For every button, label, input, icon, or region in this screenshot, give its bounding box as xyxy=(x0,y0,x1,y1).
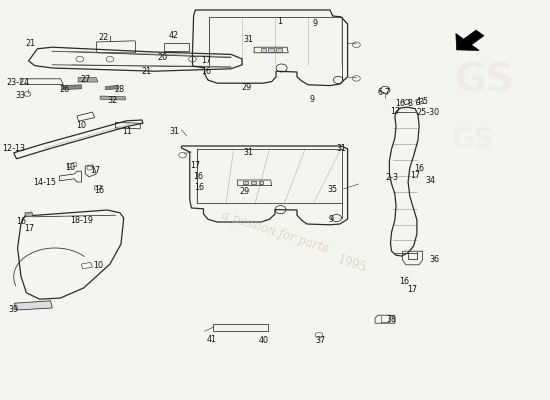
Polygon shape xyxy=(14,301,52,310)
Text: GS: GS xyxy=(452,126,494,154)
Text: 17: 17 xyxy=(90,166,100,175)
Text: 31: 31 xyxy=(244,36,254,44)
Polygon shape xyxy=(25,212,33,217)
Text: 14-15: 14-15 xyxy=(34,178,57,187)
Text: 10: 10 xyxy=(76,122,86,130)
Text: 38: 38 xyxy=(387,316,397,324)
Text: 16: 16 xyxy=(94,186,104,195)
Text: 17: 17 xyxy=(410,172,420,180)
Text: 12-13: 12-13 xyxy=(2,144,25,153)
Text: 26: 26 xyxy=(60,86,70,94)
Text: GS: GS xyxy=(454,61,514,99)
Polygon shape xyxy=(243,181,248,184)
Polygon shape xyxy=(106,86,118,90)
Polygon shape xyxy=(276,48,282,52)
Text: 31: 31 xyxy=(244,148,254,157)
Polygon shape xyxy=(62,85,81,90)
Text: 40: 40 xyxy=(259,336,269,345)
Text: 16: 16 xyxy=(194,184,204,192)
Text: 10: 10 xyxy=(93,261,103,270)
Text: 27: 27 xyxy=(80,76,90,84)
Polygon shape xyxy=(78,78,98,82)
Text: 29: 29 xyxy=(241,84,251,92)
Text: 34: 34 xyxy=(425,176,435,185)
Polygon shape xyxy=(261,48,266,52)
Text: 2-3: 2-3 xyxy=(385,174,398,182)
Polygon shape xyxy=(251,181,256,184)
Text: 17: 17 xyxy=(408,286,417,294)
Text: 23-24: 23-24 xyxy=(6,78,29,87)
Text: 32: 32 xyxy=(108,96,118,105)
Text: 35: 35 xyxy=(328,186,338,194)
Text: 1995: 1995 xyxy=(336,253,368,275)
Text: 37: 37 xyxy=(316,336,326,345)
Text: 17: 17 xyxy=(390,108,400,116)
Text: 16: 16 xyxy=(399,278,409,286)
Text: 16: 16 xyxy=(395,100,405,108)
Text: 16: 16 xyxy=(414,164,424,173)
Text: 9: 9 xyxy=(310,95,315,104)
Text: 31: 31 xyxy=(336,144,346,153)
Text: 18-19: 18-19 xyxy=(70,216,93,225)
Text: 21: 21 xyxy=(25,40,35,48)
Text: 21: 21 xyxy=(141,68,151,76)
Text: 22: 22 xyxy=(98,34,108,42)
Text: 8: 8 xyxy=(407,100,412,108)
Text: 33: 33 xyxy=(16,91,26,100)
Text: 11: 11 xyxy=(123,127,133,136)
Polygon shape xyxy=(456,30,484,50)
Text: 41: 41 xyxy=(207,336,217,344)
Polygon shape xyxy=(268,48,274,52)
Polygon shape xyxy=(100,96,125,100)
Text: 17: 17 xyxy=(190,162,200,170)
Text: 17: 17 xyxy=(201,56,211,65)
Text: 1: 1 xyxy=(277,18,282,26)
Text: 42: 42 xyxy=(169,32,179,40)
Text: 36: 36 xyxy=(430,255,439,264)
Text: a passion for parts: a passion for parts xyxy=(220,209,330,255)
Text: 16: 16 xyxy=(193,172,203,181)
Text: 4-5: 4-5 xyxy=(416,98,429,106)
Text: 9: 9 xyxy=(312,20,317,28)
Text: 16: 16 xyxy=(201,68,211,76)
Text: 17: 17 xyxy=(24,224,34,233)
Text: 20: 20 xyxy=(157,54,167,62)
Text: 25-30: 25-30 xyxy=(416,108,439,117)
Text: 9: 9 xyxy=(328,216,334,224)
Text: 39: 39 xyxy=(9,305,19,314)
Text: 16: 16 xyxy=(16,217,26,226)
Text: 28: 28 xyxy=(114,85,124,94)
Text: 10: 10 xyxy=(65,163,75,172)
Text: 29: 29 xyxy=(240,187,250,196)
Text: 6-7: 6-7 xyxy=(377,88,390,97)
Polygon shape xyxy=(258,181,263,184)
Text: 31: 31 xyxy=(170,128,180,136)
